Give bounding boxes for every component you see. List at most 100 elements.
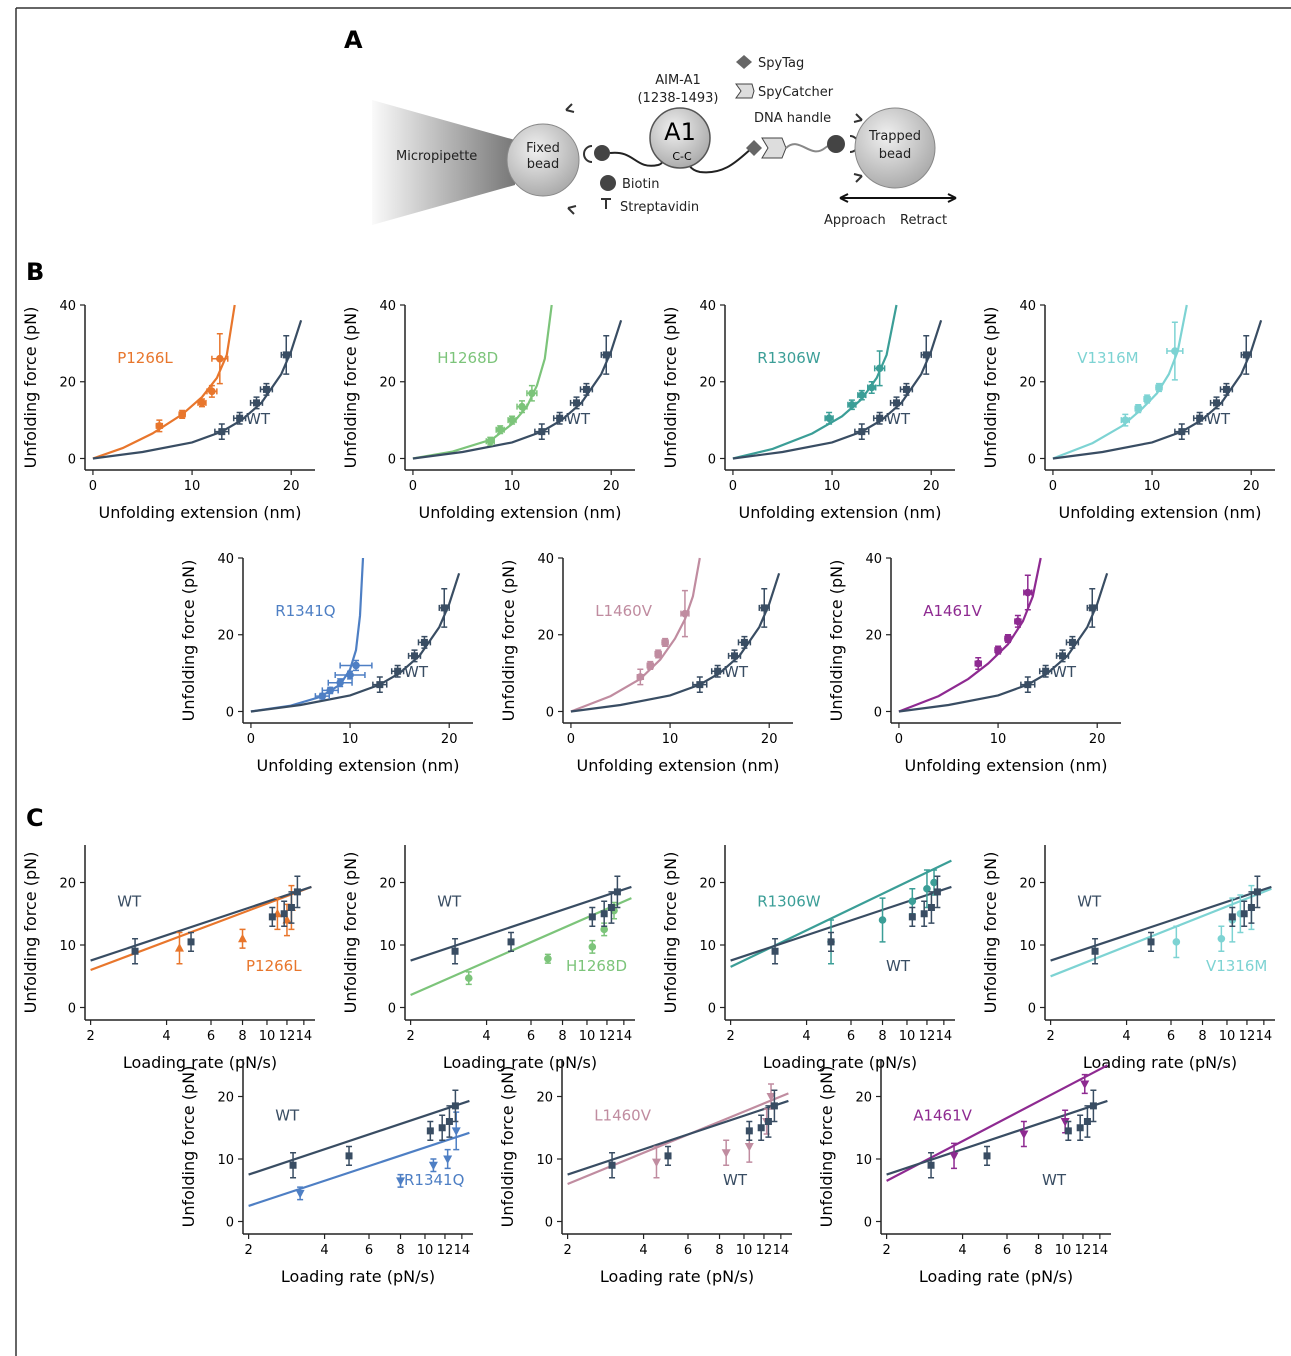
y-tick-label: 0 (708, 1002, 716, 1017)
point (920, 910, 928, 918)
point (922, 351, 930, 359)
x-axis-label: Loading rate (pN/s) (123, 1053, 277, 1072)
point (289, 1161, 297, 1169)
y-tick-label: 10 (1019, 939, 1036, 954)
point (318, 692, 327, 700)
series-label: WT (1206, 410, 1231, 428)
point (131, 947, 139, 955)
x-tick-label: 10 (1055, 1243, 1072, 1258)
panel-label: A (344, 26, 363, 54)
point (178, 410, 186, 419)
point (600, 910, 608, 918)
point (875, 364, 884, 373)
x-axis-label: Unfolding extension (nm) (419, 503, 622, 522)
y-tick-label: 0 (546, 705, 554, 720)
point (651, 1158, 661, 1168)
series-label: A1461V (923, 602, 982, 620)
x-tick-label: 20 (923, 479, 940, 494)
fit-line (1050, 885, 1272, 962)
x-tick-label: 14 (296, 1029, 313, 1044)
x-tick-label: 6 (365, 1243, 373, 1258)
point (280, 910, 288, 918)
x-tick-label: 0 (729, 479, 737, 494)
x-tick-label: 10 (824, 479, 841, 494)
x-tick-label: 6 (847, 1029, 855, 1044)
point (443, 1155, 453, 1164)
x-tick-label: 14 (454, 1243, 471, 1258)
point (1147, 938, 1155, 946)
point (216, 354, 224, 363)
point (908, 913, 916, 921)
trapped-bead-label: bead (879, 147, 911, 162)
x-tick-label: 4 (639, 1243, 647, 1258)
point (573, 399, 581, 407)
panel-label: C (26, 804, 44, 832)
point (1178, 428, 1186, 436)
series-label: V1316M (1077, 349, 1138, 367)
chart: 0 10 20 0 20 40 Unfolding extension (nm) Unfold… (21, 299, 315, 522)
point (825, 414, 833, 422)
x-tick-label: 20 (603, 479, 620, 494)
point (326, 686, 335, 695)
point (876, 414, 884, 422)
point (464, 974, 473, 982)
point (1222, 385, 1230, 393)
point (608, 1161, 616, 1169)
point (664, 1152, 672, 1160)
y-tick-label: 20 (699, 877, 716, 892)
x-tick-label: 12 (756, 1243, 773, 1258)
x-tick-label: 10 (1144, 479, 1161, 494)
y-axis-label: Unfolding force (pN) (499, 560, 518, 722)
y-tick-label: 20 (1019, 877, 1036, 892)
point (602, 351, 610, 359)
series-label: R1341Q (404, 1171, 464, 1189)
point (218, 428, 226, 436)
series-label: H1268D (566, 957, 627, 975)
x-tick-label: 14 (616, 1029, 633, 1044)
point (1024, 681, 1032, 689)
y-axis-label: Unfolding force (pN) (179, 560, 198, 722)
point (858, 428, 866, 436)
point (1089, 1102, 1097, 1110)
x-tick-label: 12 (437, 1243, 454, 1258)
y-tick-label: 10 (217, 1153, 234, 1168)
point (518, 402, 526, 411)
point (287, 904, 295, 911)
series-label: WT (723, 1171, 748, 1189)
point (282, 351, 290, 359)
trapped-bead-label: Trapped (868, 129, 921, 144)
fit-line (1052, 304, 1188, 460)
x-tick-label: 8 (878, 1029, 886, 1044)
y-tick-label: 20 (217, 629, 234, 644)
x-axis-label: Unfolding extension (nm) (905, 756, 1108, 775)
y-tick-label: 40 (217, 552, 234, 567)
point (848, 400, 856, 409)
x-axis-label: Loading rate (pN/s) (763, 1053, 917, 1072)
x-tick-label: 10 (504, 479, 521, 494)
point (208, 387, 216, 396)
x-tick-label: 4 (482, 1029, 490, 1044)
point (1217, 934, 1226, 943)
retract-label: Retract (900, 213, 947, 228)
chart: 0 10 20 0 20 40 Unfolding extension (nm) Unfold… (981, 299, 1275, 522)
point (893, 399, 901, 407)
point (1134, 404, 1142, 413)
x-tick-label: 8 (715, 1243, 723, 1258)
x-tick-label: 12 (919, 1029, 936, 1044)
point (760, 604, 768, 612)
point (582, 385, 590, 393)
micropipette-label: Micropipette (396, 149, 477, 164)
y-axis-label: Unfolding force (pN) (817, 1066, 836, 1228)
x-axis-label: Loading rate (pN/s) (600, 1267, 754, 1286)
point (745, 1127, 753, 1135)
point (994, 646, 1002, 654)
series-label: L1460V (595, 602, 653, 620)
x-tick-label: 4 (320, 1243, 328, 1258)
x-tick-label: 10 (899, 1029, 916, 1044)
x-tick-label: 14 (1092, 1243, 1109, 1258)
series-label: P1266L (117, 349, 173, 367)
